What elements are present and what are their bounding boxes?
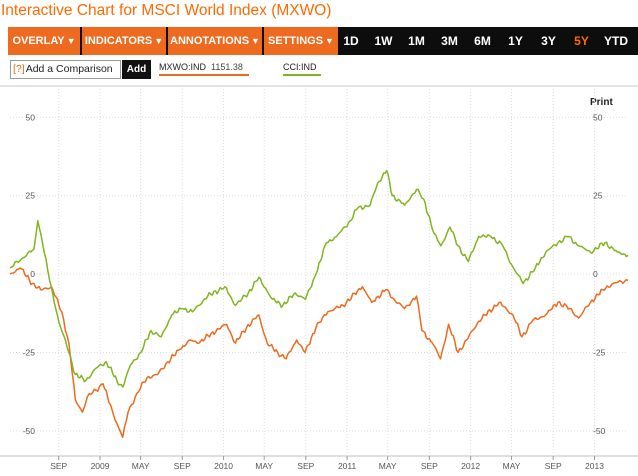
legend-value: 1151.38 [211, 62, 243, 72]
series-line-cci-ind [9, 169, 629, 388]
y-tick-label-right: 50 [593, 112, 603, 122]
y-tick-label-right: -50 [593, 426, 606, 436]
legend-swatch [159, 74, 249, 76]
x-tick-label: 2012 [461, 461, 480, 471]
indicators-menu[interactable]: INDICATORS ▼ [82, 27, 166, 55]
range-1w-button[interactable]: 1W [374, 34, 393, 48]
overlay-menu-label: OVERLAY [12, 35, 65, 47]
y-tick-label-left: 0 [30, 269, 35, 279]
x-tick-label: SEP [174, 461, 191, 471]
add-comparison-placeholder: Add a Comparison [25, 63, 113, 75]
chevron-down-icon: ▼ [154, 36, 164, 46]
range-3m-button[interactable]: 3M [441, 34, 458, 48]
legend-name: MXWO:IND [159, 62, 206, 72]
y-tick-label-left: -25 [23, 348, 36, 358]
x-tick-label: SEP [50, 461, 67, 471]
series-line-mxwo-ind [9, 267, 629, 438]
y-tick-label-right: 0 [593, 269, 598, 279]
annotations-menu-label: ANNOTATIONS [170, 35, 250, 47]
y-tick-label-left: 25 [26, 191, 36, 201]
chevron-down-icon: ▼ [325, 36, 334, 46]
print-button[interactable]: Print [590, 97, 613, 108]
chevron-down-icon: ▼ [251, 36, 260, 46]
legend-swatch [283, 74, 321, 76]
range-3y-button[interactable]: 3Y [541, 34, 556, 48]
x-tick-label: 2010 [214, 461, 233, 471]
legend-item-mxwo: MXWO:IND 1151.38 [159, 62, 249, 76]
x-tick-label: MAY [132, 461, 150, 471]
help-icon[interactable]: [?] [13, 63, 25, 75]
settings-menu-label: SETTINGS [268, 35, 324, 47]
range-1d-button[interactable]: 1D [343, 34, 359, 48]
x-tick-label: MAY [255, 461, 273, 471]
settings-menu[interactable]: SETTINGS ▼ [264, 27, 338, 55]
range-5y-button[interactable]: 5Y [574, 34, 589, 48]
annotations-menu[interactable]: ANNOTATIONS ▼ [168, 27, 262, 55]
x-tick-label: 2013 [585, 461, 604, 471]
range-ytd-button[interactable]: YTD [604, 34, 628, 48]
y-tick-label-right: 25 [593, 191, 603, 201]
x-tick-label: 2011 [338, 461, 357, 471]
range-6m-button[interactable]: 6M [474, 34, 491, 48]
chevron-down-icon: ▼ [66, 36, 76, 46]
range-1m-button[interactable]: 1M [408, 34, 425, 48]
y-tick-label-left: 50 [26, 112, 36, 122]
x-tick-label: SEP [545, 461, 562, 471]
chart-toolbar: OVERLAY ▼ INDICATORS ▼ ANNOTATIONS ▼ SETTIN… [8, 27, 638, 55]
y-tick-label-left: -50 [23, 426, 36, 436]
overlay-menu[interactable]: OVERLAY ▼ [8, 27, 80, 55]
add-comparison-input[interactable]: [?]Add a Comparison [10, 60, 121, 79]
x-tick-label: MAY [503, 461, 521, 471]
x-tick-label: 2009 [91, 461, 110, 471]
x-tick-label: SEP [421, 461, 438, 471]
indicators-menu-label: INDICATORS [84, 35, 153, 47]
legend-name: CCI:IND [283, 62, 317, 72]
legend-item-cci: CCI:IND [283, 62, 321, 76]
x-tick-label: MAY [379, 461, 397, 471]
range-1y-button[interactable]: 1Y [508, 34, 523, 48]
x-tick-label: SEP [297, 461, 314, 471]
add-button[interactable]: Add [122, 60, 151, 79]
page-title: Interactive Chart for MSCI World Index (… [1, 2, 332, 19]
y-tick-label-right: -25 [593, 348, 606, 358]
